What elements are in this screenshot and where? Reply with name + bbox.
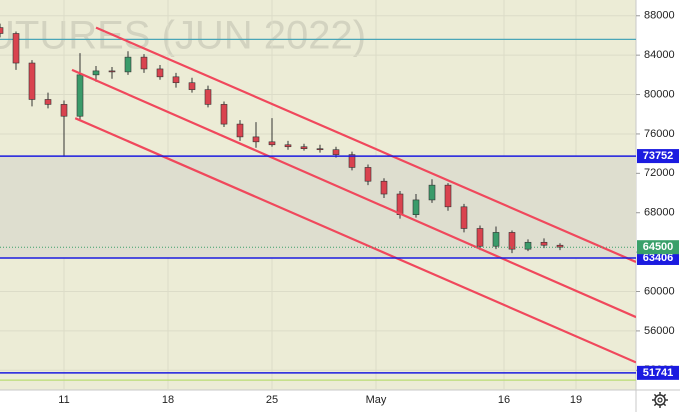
settings-icon[interactable] — [652, 392, 668, 408]
candle-body — [0, 27, 4, 34]
x-tick-label: 18 — [162, 394, 174, 406]
candle-body — [444, 184, 452, 208]
y-tick-label: 72000 — [644, 167, 675, 179]
candle-body — [252, 136, 260, 143]
candle-body — [172, 76, 180, 84]
x-tick-label: 16 — [498, 394, 510, 406]
candle-body — [428, 184, 436, 201]
candle-body — [12, 33, 20, 64]
candle-body — [316, 148, 324, 151]
y-tick-label: 84000 — [644, 49, 675, 61]
x-tick-label: May — [366, 394, 387, 406]
candle-body — [28, 62, 36, 100]
level-tag — [637, 365, 679, 380]
trend-line — [71, 68, 636, 319]
level-band — [0, 156, 636, 258]
level-tag — [637, 250, 679, 265]
current-price-label: 64500 — [643, 241, 674, 253]
candle-body — [460, 206, 468, 229]
y-tick-label: 76000 — [644, 128, 675, 140]
candle-body — [124, 56, 132, 73]
candle-body — [412, 199, 420, 215]
y-tick-label: 88000 — [644, 10, 675, 22]
candle-body — [300, 146, 308, 150]
candle-body — [60, 104, 68, 117]
x-tick-label: 19 — [570, 394, 582, 406]
candle-body — [204, 89, 212, 105]
candle-body — [76, 74, 84, 117]
y-tick-label: 68000 — [644, 207, 675, 219]
candle-body — [476, 228, 484, 247]
x-tick-label: 11 — [58, 394, 69, 406]
candle-body — [492, 232, 500, 247]
candle-body — [220, 104, 228, 125]
candle-body — [508, 232, 516, 250]
current-price-tag — [637, 240, 679, 255]
plot: UTURES (JUN 2022) — [0, 0, 636, 390]
candle-body — [156, 68, 164, 78]
trend-line — [74, 117, 636, 364]
candle-body — [348, 154, 356, 168]
candle-body — [236, 123, 244, 138]
candle-body — [268, 141, 276, 146]
candle-body — [332, 149, 340, 155]
candle-body — [364, 167, 372, 182]
candle-body — [108, 70, 116, 73]
y-tick-label: 60000 — [644, 285, 675, 297]
candle-body — [284, 144, 292, 148]
level-tag-label: 63406 — [643, 252, 674, 264]
level-tag-label: 51741 — [643, 367, 674, 379]
candle-body — [380, 180, 388, 195]
candle-body — [140, 56, 148, 70]
watermark: UTURES (JUN 2022) — [0, 14, 366, 58]
x-tick-label: 25 — [266, 394, 278, 406]
candle-body — [540, 241, 548, 246]
level-tag-label: 73752 — [643, 150, 674, 162]
candle-body — [524, 241, 532, 250]
candle-body — [92, 70, 100, 76]
level-tag — [637, 149, 679, 164]
y-tick-label: 56000 — [644, 325, 675, 337]
candle-body — [556, 244, 564, 248]
y-tick-label: 80000 — [644, 88, 675, 100]
candle-body — [188, 82, 196, 90]
trend-line — [95, 26, 636, 263]
candle-body — [44, 99, 52, 105]
